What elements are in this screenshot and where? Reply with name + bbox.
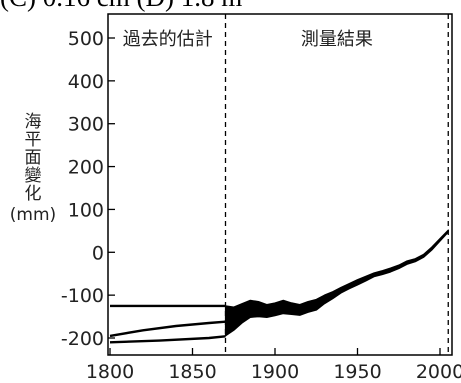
y-axis-label-unit: (mm): [10, 205, 56, 225]
y-tick-label: 200: [68, 157, 104, 179]
y-axis-label-char: 變: [25, 166, 42, 186]
y-axis-label-char: 海: [25, 112, 42, 132]
y-tick-label: 100: [68, 199, 104, 221]
x-tick-label: 1900: [251, 361, 299, 383]
y-axis-label-char: 平: [25, 130, 42, 150]
y-axis-label-char: 化: [25, 184, 42, 204]
region-label: 過去的估計: [123, 29, 213, 50]
x-tick-label: 1950: [333, 361, 381, 383]
x-tick-label: 2000: [416, 361, 461, 383]
plot-frame: [107, 13, 453, 356]
measured-band: [224, 229, 449, 337]
axis-ticks: -200 -100 0 100 200 300 400 500 1800 1850 1900 1950…: [61, 28, 461, 383]
estimate-line: [109, 320, 226, 338]
data-layer: [109, 229, 449, 344]
question-snippet: (C) 0.16 cm (D) 1.8 m: [0, 0, 242, 12]
y-tick-label: 400: [68, 71, 104, 93]
y-tick-label: -200: [61, 328, 104, 350]
x-tick-label: 1850: [168, 361, 216, 383]
y-tick-label: -100: [61, 285, 104, 307]
region-label: 測量結果: [301, 29, 373, 50]
estimate-line: [109, 335, 226, 344]
plot-border: [107, 13, 453, 356]
x-tick-label: 1800: [86, 361, 134, 383]
y-tick-label: 0: [92, 242, 104, 264]
y-axis-label-char: 面: [25, 148, 42, 168]
y-tick-label: 500: [68, 28, 104, 50]
y-tick-label: 300: [68, 114, 104, 136]
